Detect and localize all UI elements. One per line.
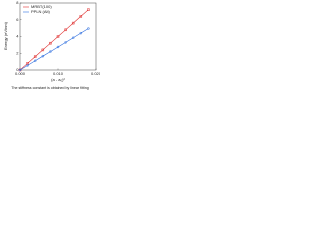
point: [87, 8, 90, 11]
point: [56, 45, 60, 49]
series-line: [19, 9, 89, 71]
x-axis-label: (a - a₀)²: [51, 77, 65, 82]
point: [79, 15, 83, 18]
y-tick-label: 8: [16, 0, 19, 5]
point: [56, 35, 60, 38]
point: [87, 27, 90, 30]
point: [64, 28, 67, 32]
point: [64, 41, 67, 44]
caption: The stiffness constant is obtained by li…: [11, 86, 88, 90]
y-tick-label: 0: [16, 67, 19, 72]
y-tick-label: 2: [16, 50, 19, 55]
x-tick-label: 0.020: [91, 71, 100, 76]
series-line: [19, 28, 89, 71]
point: [41, 48, 45, 52]
y-axis-label: Energy (eV/nm): [3, 21, 8, 50]
chart: Energy (eV/nm) (a - a₀)² The stiffness c…: [3, 0, 100, 90]
y-tick-label: 6: [16, 17, 19, 22]
point: [49, 50, 52, 53]
point: [41, 54, 45, 58]
point: [79, 31, 83, 35]
point: [49, 41, 52, 45]
legend-label: PPLN (Alt): [31, 9, 51, 14]
legend-label: MRBT(100): [31, 4, 52, 9]
point: [18, 68, 22, 72]
x-tick-label: 0.000: [15, 71, 26, 76]
point: [33, 59, 37, 63]
point: [71, 21, 75, 25]
point: [33, 55, 37, 58]
point: [26, 64, 29, 67]
y-tick-label: 4: [16, 34, 19, 39]
point: [71, 36, 75, 40]
x-tick-label: 0.010: [53, 71, 64, 76]
